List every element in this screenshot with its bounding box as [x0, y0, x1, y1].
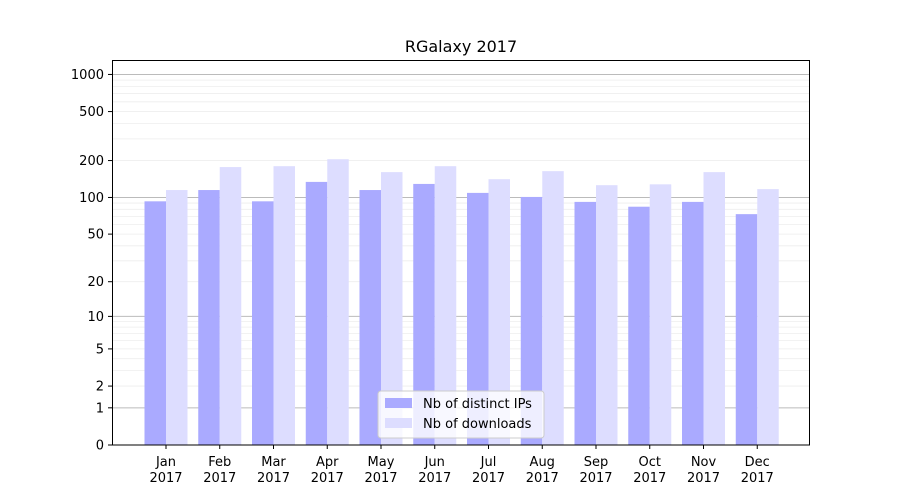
bar-ips [144, 201, 166, 445]
bar-ips [574, 201, 596, 445]
y-tick-label: 5 [96, 342, 104, 357]
x-tick-label: Oct 2017 [633, 455, 666, 486]
y-tick-label: 500 [79, 105, 104, 120]
x-tick-label: Apr 2017 [311, 455, 344, 486]
bar-ips [359, 190, 381, 445]
y-tick-label: 1 [96, 401, 104, 416]
y-tick-label: 1000 [71, 68, 104, 83]
y-tick-label: 2 [96, 380, 104, 395]
y-tick-label: 50 [87, 228, 104, 243]
bar-downloads [327, 159, 349, 445]
y-tick-label: 100 [79, 191, 104, 206]
x-tick-label: May 2017 [364, 455, 397, 486]
bar-ips [520, 196, 543, 445]
bar-ips [305, 181, 328, 445]
bar-downloads [542, 171, 564, 445]
plot-frame [112, 60, 810, 446]
bar-downloads [703, 172, 725, 446]
bar-downloads [219, 167, 242, 446]
bar-ips [735, 214, 758, 445]
bar-downloads [596, 185, 618, 445]
y-tick-label: 0 [96, 439, 104, 454]
bar-ips [252, 201, 274, 445]
chart-title: RGalaxy 2017 [405, 37, 517, 56]
x-tick-label: Aug 2017 [526, 455, 559, 486]
legend: Nb of distinct IPs Nb of downloads [377, 390, 545, 439]
legend-label: Nb of downloads [423, 417, 532, 432]
x-tick-label: Jul 2017 [472, 455, 505, 486]
bar-downloads [381, 172, 403, 446]
bar-downloads [273, 166, 295, 445]
legend-label: Nb of distinct IPs [423, 397, 532, 412]
x-tick-label: Feb 2017 [203, 455, 236, 486]
x-tick-label: Sep 2017 [579, 455, 612, 486]
legend-box [377, 390, 545, 439]
bar-downloads [649, 184, 672, 445]
x-tick-label: Jun 2017 [418, 455, 451, 486]
bar-downloads [757, 189, 779, 445]
bar-downloads [166, 190, 188, 445]
bar-downloads [488, 179, 510, 445]
bar-ips [682, 201, 704, 445]
bar-ips [628, 206, 650, 445]
x-tick-label: Dec 2017 [741, 455, 774, 486]
y-tick-label: 10 [87, 310, 104, 325]
y-tick-label: 20 [87, 275, 104, 290]
x-tick-label: Mar 2017 [257, 455, 290, 486]
legend-swatch [385, 418, 412, 428]
x-tick-label: Jan 2017 [149, 455, 182, 486]
bar-ips [467, 192, 489, 445]
bar-ips [198, 190, 220, 445]
x-tick-label: Nov 2017 [687, 455, 720, 486]
legend-swatch [385, 398, 412, 408]
y-tick-label: 200 [79, 154, 104, 169]
bar-ips [413, 183, 435, 446]
bar-downloads [434, 166, 457, 445]
